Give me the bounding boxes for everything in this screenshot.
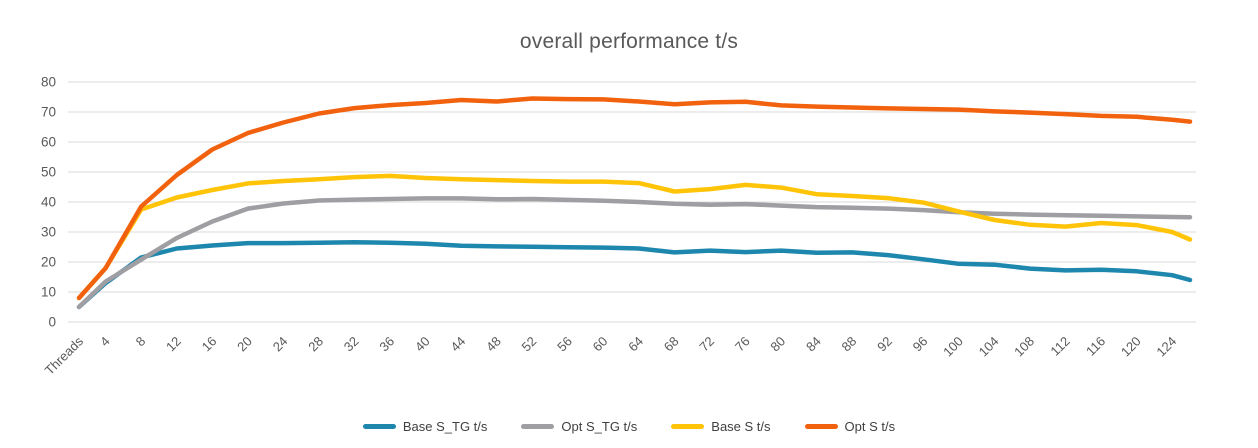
x-tick-label: 96 bbox=[910, 334, 931, 355]
y-tick-label: 20 bbox=[41, 255, 56, 270]
legend-line-swatch bbox=[671, 424, 705, 429]
x-tick-label: 20 bbox=[234, 334, 255, 355]
x-tick-label: 56 bbox=[554, 334, 575, 355]
x-tick-label: 60 bbox=[590, 334, 611, 355]
x-tick-label: 44 bbox=[447, 334, 468, 355]
legend-line-swatch bbox=[362, 424, 396, 429]
x-tick-label: 52 bbox=[519, 334, 540, 355]
legend-label: Base S t/s bbox=[711, 419, 771, 434]
x-tick-label: 68 bbox=[661, 334, 682, 355]
legend-item-base-s-tg-t-s: Base S_TG t/s bbox=[362, 419, 488, 434]
x-tick-label: 92 bbox=[874, 334, 895, 355]
legend-item-opt-s-t-s: Opt S t/s bbox=[804, 419, 896, 434]
x-tick-label: 80 bbox=[767, 334, 788, 355]
y-tick-label: 60 bbox=[41, 135, 56, 150]
x-tick-label: 88 bbox=[839, 334, 860, 355]
x-tick-label: 100 bbox=[940, 334, 966, 360]
x-tick-label: 72 bbox=[696, 334, 717, 355]
y-tick-label: 70 bbox=[41, 105, 56, 120]
x-tick-label: 4 bbox=[97, 334, 113, 350]
y-tick-label: 10 bbox=[41, 285, 56, 300]
legend: Base S_TG t/s Opt S_TG t/s Base S t/s Opt S… bbox=[0, 419, 1258, 434]
y-tick-label: 80 bbox=[41, 75, 56, 90]
y-tick-label: 50 bbox=[41, 165, 56, 180]
x-tick-label: Threads bbox=[42, 333, 87, 378]
y-tick-label: 40 bbox=[41, 195, 56, 210]
y-tick-label: 0 bbox=[48, 315, 56, 330]
x-tick-label: 104 bbox=[976, 334, 1002, 360]
x-tick-label: 124 bbox=[1153, 334, 1179, 360]
x-tick-label: 112 bbox=[1047, 334, 1072, 359]
legend-line-swatch bbox=[804, 424, 838, 429]
legend-line-swatch bbox=[521, 424, 555, 429]
series-line-base-s-t-s bbox=[76, 173, 1193, 301]
x-tick-label: 64 bbox=[625, 334, 646, 355]
x-tick-label: 76 bbox=[732, 334, 753, 355]
x-tick-label: 28 bbox=[305, 334, 326, 355]
y-tick-label: 30 bbox=[41, 225, 56, 240]
x-tick-label: 40 bbox=[412, 334, 433, 355]
x-tick-label: 84 bbox=[803, 334, 824, 355]
x-tick-label: 32 bbox=[341, 334, 362, 355]
x-tick-label: 36 bbox=[376, 334, 397, 355]
legend-label: Base S_TG t/s bbox=[402, 419, 488, 434]
series-line-opt-s-t-s bbox=[76, 96, 1193, 301]
series-line-opt-s-tg-t-s bbox=[76, 196, 1193, 310]
x-tick-label: 8 bbox=[133, 334, 149, 350]
x-tick-label: 120 bbox=[1118, 334, 1144, 360]
x-tick-label: 116 bbox=[1083, 334, 1108, 359]
x-tick-label: 24 bbox=[270, 334, 291, 355]
x-tick-label: 108 bbox=[1011, 334, 1037, 360]
legend-item-base-s-t-s: Base S t/s bbox=[671, 419, 771, 434]
x-tick-label: 48 bbox=[483, 334, 504, 355]
series-line-base-s-tg-t-s bbox=[76, 239, 1193, 310]
x-tick-label: 16 bbox=[199, 334, 220, 355]
legend-label: Opt S_TG t/s bbox=[561, 419, 638, 434]
x-tick-label: 12 bbox=[163, 334, 184, 355]
legend-label: Opt S t/s bbox=[844, 419, 896, 434]
legend-item-opt-s-tg-t-s: Opt S_TG t/s bbox=[521, 419, 637, 434]
chart-title: overall performance t/s bbox=[519, 30, 739, 53]
